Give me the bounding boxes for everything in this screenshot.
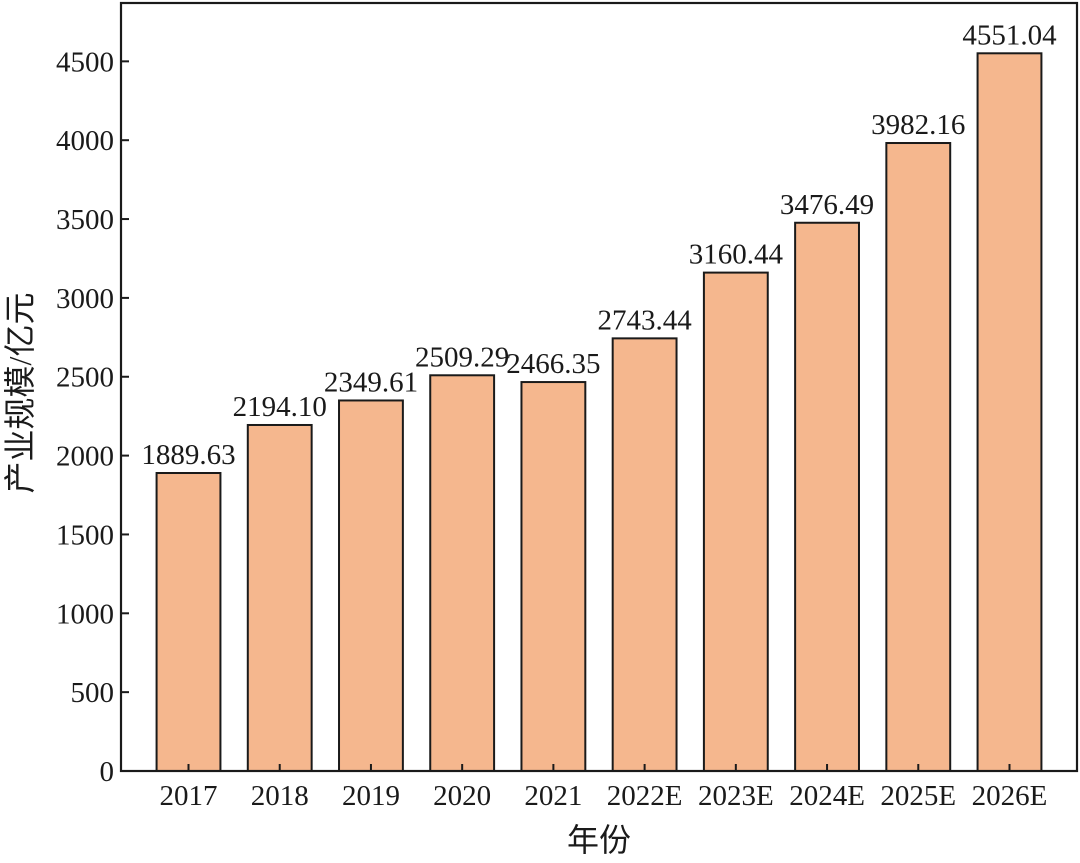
x-tick-label-2024E: 2024E [789,780,865,812]
y-tick-label-3500: 3500 [56,204,114,236]
plot-frame [119,1,1079,773]
value-label-2025E: 3982.16 [871,109,965,141]
y-tick-label-4000: 4000 [56,125,114,157]
ticks-layer: 2017 2018 2019 2020 2021 2022E 2023E 2024E 2025E… [56,46,1047,812]
value-label-2019: 2349.61 [324,366,418,398]
value-label-2024E: 3476.49 [780,189,874,221]
y-tick-label-500: 500 [71,677,115,709]
x-tick-label-2026E: 2026E [972,780,1048,812]
x-axis-title: 年份 [567,822,631,858]
x-tick-label-2019: 2019 [342,780,400,812]
bar-2022E [611,337,678,772]
x-tick-label-2021: 2021 [524,780,582,812]
bar-2024E [794,221,860,772]
value-label-2017: 1889.63 [141,439,235,471]
x-tick-label-2025E: 2025E [880,780,956,812]
x-tick-label-2020: 2020 [433,780,491,812]
value-label-2022E: 2743.44 [597,304,692,336]
bar-2019 [338,399,404,772]
y-tick-label-0: 0 [100,756,115,788]
bar-2023E [702,271,769,772]
value-label-2026E: 4551.04 [962,19,1057,51]
x-tick-label-2017: 2017 [160,780,218,812]
bar-2025E [885,142,952,772]
y-tick-label-3000: 3000 [56,283,114,315]
value-label-2021: 2466.35 [506,348,600,380]
bar-2017 [155,472,222,772]
bar-2021 [520,381,587,772]
x-tick-label-2022E: 2022E [607,780,683,812]
y-tick-label-2500: 2500 [56,362,114,394]
value-label-2020: 2509.29 [415,341,509,373]
y-tick-label-1500: 1500 [56,519,114,551]
y-tick-label-2000: 2000 [56,441,114,473]
bar-2026E [976,52,1043,773]
x-tick-label-2023E: 2023E [698,780,774,812]
value-label-2023E: 3160.44 [689,239,784,271]
y-tick-label-1000: 1000 [56,598,114,630]
y-axis-title: 产业规模/亿元 [2,293,38,494]
bar-2018 [246,423,313,772]
x-tick-label-2018: 2018 [251,780,309,812]
value-label-2018: 2194.10 [233,391,327,423]
y-tick-label-4500: 4500 [56,46,114,78]
bar-2020 [429,374,496,772]
